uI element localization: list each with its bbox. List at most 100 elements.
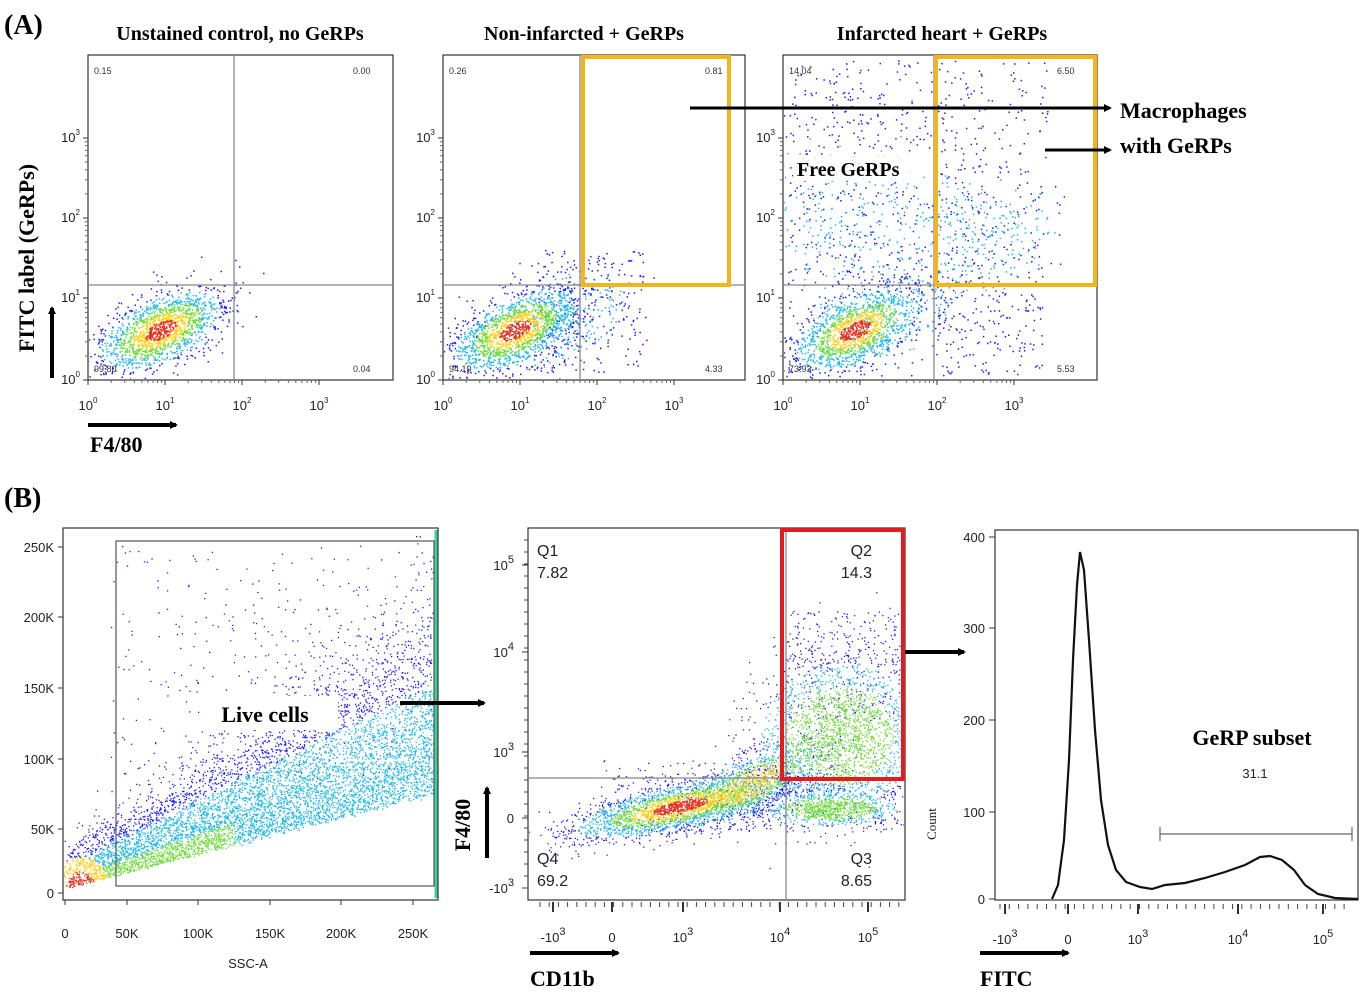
tick-exp: 1: [170, 396, 175, 405]
quadrant-value: 69.2: [537, 873, 568, 890]
tick-base: 10: [1128, 932, 1142, 947]
x-axis-label: FITC: [980, 966, 1033, 991]
tick-exp: 3: [687, 926, 693, 938]
panel-b-plots: 0 50K 100K 150K 200K 250K 0 50K 100K 150K 200K 250K…: [24, 527, 1359, 947]
tick-base: 10: [79, 398, 93, 413]
quadrant-value: 4.33: [705, 364, 723, 374]
x-axis-label: SSC-A: [228, 956, 268, 971]
event-dots: [474, 304, 558, 358]
event-dots: [66, 871, 95, 889]
event-cloud: [64, 536, 437, 889]
panel-label: (B): [4, 483, 41, 514]
tick-label: 50K: [31, 822, 54, 837]
tick-exp: 3: [508, 741, 514, 753]
gate-box: [780, 528, 905, 781]
tick-label: 102: [61, 208, 80, 225]
tick-label: 103: [665, 396, 684, 413]
annotation: with GeRPs: [1120, 133, 1232, 158]
tick-exp: 1: [771, 288, 776, 297]
tick-label: 102: [233, 396, 252, 413]
quadrant-value: 6.50: [1057, 66, 1075, 76]
event-cloud: [89, 256, 265, 379]
tick-base: 10: [756, 130, 770, 145]
tick-label: 103: [673, 926, 694, 945]
event-dots: [119, 303, 201, 358]
tick-label: 100: [79, 396, 98, 413]
tick-label: 101: [61, 288, 80, 305]
tick-label: 103: [493, 741, 514, 760]
tick-base: 10: [61, 130, 75, 145]
quadrant-value: 99.80: [94, 364, 117, 374]
tick-label: 102: [588, 396, 607, 413]
event-dots: [444, 250, 655, 379]
tick-base: 10: [61, 372, 75, 387]
tick-label: 100: [756, 370, 775, 387]
tick-label: 103: [1005, 396, 1024, 413]
tick-label: 100K: [183, 926, 214, 941]
tick-label: 0: [608, 930, 615, 945]
tick-base: 10: [416, 210, 430, 225]
event-cloud: [444, 250, 655, 379]
tick-base: 10: [511, 398, 525, 413]
tick-label: -103: [489, 877, 514, 896]
tick-exp: 3: [76, 128, 81, 137]
tick-exp: 5: [508, 554, 514, 566]
tick-base: 10: [434, 398, 448, 413]
quadrant-value: 0.26: [449, 66, 467, 76]
tick-base: -10: [489, 881, 508, 896]
tick-label: 104: [493, 641, 514, 660]
event-dots: [814, 303, 897, 358]
event-dots: [611, 685, 896, 828]
tick-label: 250K: [24, 540, 55, 555]
tick-exp: 2: [76, 208, 81, 217]
tick-base: 10: [774, 398, 788, 413]
annotation: Macrophages: [1120, 98, 1247, 123]
tick-exp: 1: [76, 288, 81, 297]
tick-label: 100K: [24, 752, 55, 767]
histogram-curve: [1050, 551, 1359, 901]
tick-label: 400: [963, 530, 985, 545]
tick-base: 10: [1228, 932, 1242, 947]
tick-exp: 0: [771, 370, 776, 379]
tick-exp: 1: [431, 288, 436, 297]
event-dots: [632, 766, 784, 822]
tick-label: 104: [770, 926, 791, 945]
tick-base: 10: [756, 372, 770, 387]
tick-label: 100: [416, 370, 435, 387]
quadrant-name: Q4: [537, 851, 558, 868]
tick-label: 101: [756, 288, 775, 305]
tick-label: 101: [156, 396, 175, 413]
tick-exp: 3: [1011, 928, 1017, 940]
tick-label: 101: [851, 396, 870, 413]
tick-base: 10: [770, 930, 784, 945]
tick-base: 10: [61, 290, 75, 305]
plot-title: Unstained control, no GeRPs: [116, 23, 364, 45]
tick-label: 0: [1064, 932, 1071, 947]
tick-label: 100: [774, 396, 793, 413]
tick-exp: 0: [448, 396, 453, 405]
tick-base: 10: [851, 398, 865, 413]
tick-exp: 1: [525, 396, 530, 405]
tick-label: 100: [434, 396, 453, 413]
tick-base: 10: [416, 290, 430, 305]
tick-base: 10: [493, 645, 507, 660]
quadrant-value: 7.82: [537, 565, 568, 582]
event-dots: [101, 291, 221, 369]
tick-label: -103: [541, 926, 566, 945]
event-dots: [827, 311, 885, 350]
tick-label: 0: [507, 811, 514, 826]
tick-base: 10: [493, 558, 507, 573]
event-dots: [456, 273, 624, 370]
gate-label: Live cells: [221, 702, 309, 727]
tick-exp: 3: [431, 128, 436, 137]
tick-exp: 5: [872, 926, 878, 938]
quadrant-value: 0.04: [353, 364, 371, 374]
tick-label: 103: [416, 128, 435, 145]
tick-label: -103: [993, 928, 1018, 947]
tick-exp: 5: [1327, 928, 1333, 940]
tick-exp: 3: [324, 396, 329, 405]
tick-label: 101: [511, 396, 530, 413]
tick-base: 10: [673, 930, 687, 945]
quadrant-name: Q3: [851, 851, 872, 868]
